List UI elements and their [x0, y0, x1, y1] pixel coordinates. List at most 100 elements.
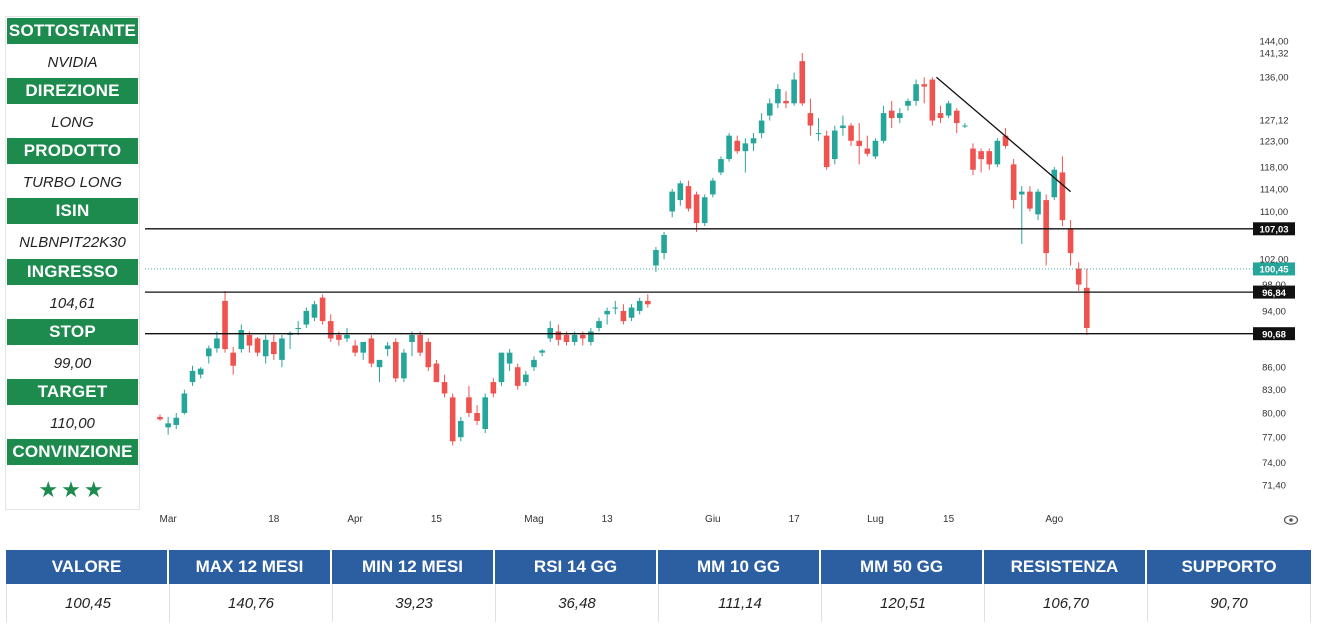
candle-body — [872, 140, 879, 157]
y-tick-label: 77,00 — [1262, 433, 1286, 444]
cell-rsi-14-gg: 36,48 — [496, 584, 659, 622]
candle — [344, 327, 350, 342]
candle-body — [1067, 228, 1074, 254]
candle-body — [775, 88, 781, 104]
header-resistenza: RESISTENZA — [984, 550, 1147, 584]
candle — [970, 143, 976, 176]
candle — [222, 291, 228, 353]
candle — [1035, 188, 1041, 221]
candle-body — [514, 367, 521, 386]
candle-body — [474, 412, 480, 421]
candle-body — [750, 138, 757, 144]
candle-body — [490, 382, 497, 394]
candle — [474, 405, 480, 425]
x-tick-label: Mar — [160, 514, 178, 525]
candle-body — [758, 120, 765, 134]
candle — [986, 148, 993, 170]
candle-body — [344, 334, 350, 339]
candle — [807, 98, 814, 136]
label-prodotto: PRODOTTO — [7, 138, 138, 164]
candle-body — [555, 331, 562, 340]
x-tick-label: Apr — [347, 514, 363, 525]
candle-body — [360, 341, 367, 353]
y-tick-label: 74,00 — [1262, 458, 1286, 469]
value-direzione: LONG — [51, 113, 94, 131]
candle — [1018, 186, 1025, 244]
y-tick-label: 110,00 — [1260, 207, 1288, 218]
candle — [352, 339, 358, 357]
stats-table-row: 100,45 140,76 39,23 36,48 111,14 120,51 … — [6, 584, 1311, 622]
value-prodotto: TURBO LONG — [22, 173, 123, 191]
label-ingresso: INGRESSO — [7, 259, 138, 285]
candle — [205, 345, 212, 364]
x-tick-label: 15 — [431, 514, 443, 525]
candle-body — [856, 140, 862, 146]
level-price-label: 90,68 — [1262, 329, 1286, 340]
eye-icon[interactable] — [1283, 515, 1299, 525]
y-tick-label: 94,00 — [1262, 306, 1286, 317]
candle — [840, 115, 846, 136]
candle-body — [718, 159, 724, 173]
value-target: 110,00 — [50, 414, 95, 432]
candle-body — [571, 334, 578, 342]
candle — [588, 327, 594, 346]
candle-body — [897, 113, 903, 119]
candle-body — [1084, 287, 1090, 328]
candle — [604, 307, 610, 325]
x-tick-label: 15 — [943, 514, 955, 525]
candle-body — [669, 191, 675, 212]
candle — [693, 191, 700, 232]
header-supporto: SUPPORTO — [1147, 550, 1311, 584]
candle-body — [710, 180, 716, 195]
candle — [1075, 262, 1082, 292]
candle — [165, 416, 171, 435]
candle — [994, 138, 1001, 168]
candle-body — [205, 348, 212, 357]
header-max-12-mesi: MAX 12 MESI — [169, 550, 332, 584]
candle — [433, 359, 440, 383]
candle — [620, 304, 627, 325]
header-valore: VALORE — [6, 550, 169, 584]
candle-body — [482, 397, 488, 429]
candle-body — [1043, 200, 1049, 254]
candle-body — [880, 113, 887, 141]
candle — [628, 304, 635, 322]
header-mm-10-gg: MM 10 GG — [658, 550, 821, 584]
candle-body — [766, 103, 773, 116]
candle — [311, 300, 318, 322]
candle-body — [1035, 191, 1041, 215]
candle — [271, 334, 277, 360]
candle-body — [181, 393, 188, 413]
candle-body — [246, 334, 253, 346]
candle-body — [262, 339, 269, 357]
candle — [173, 412, 180, 429]
candle — [279, 334, 285, 368]
candle — [214, 331, 220, 353]
candle-body — [1075, 268, 1082, 285]
y-tick-label: 86,00 — [1262, 363, 1286, 374]
candle — [1059, 156, 1066, 227]
candle-body — [271, 341, 277, 355]
candle — [295, 321, 302, 335]
header-mm-50-gg: MM 50 GG — [821, 550, 984, 584]
candle — [962, 123, 968, 129]
candle-body — [701, 197, 708, 224]
cell-mm-50-gg: 120,51 — [822, 584, 985, 622]
candle-body — [970, 148, 976, 170]
candle — [238, 324, 245, 353]
candle-body — [579, 334, 586, 339]
candle-body — [336, 334, 342, 340]
candle — [514, 363, 521, 390]
candle — [856, 123, 862, 165]
x-tick-label: 13 — [602, 514, 614, 525]
candle-body — [197, 368, 204, 375]
candle-body — [392, 341, 399, 379]
candle-body — [384, 345, 391, 350]
candle-body — [945, 103, 952, 116]
x-tick-label: 17 — [789, 514, 801, 525]
candle — [758, 113, 765, 139]
candle — [905, 98, 911, 111]
candle-body — [157, 416, 163, 420]
candle-body — [433, 363, 440, 383]
candle-body — [1018, 191, 1025, 195]
